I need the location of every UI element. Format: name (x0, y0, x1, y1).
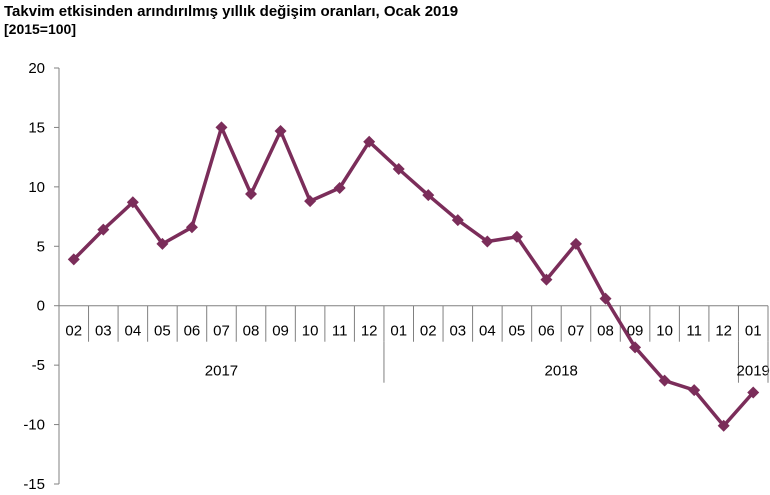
x-group-label: 2019 (737, 363, 770, 380)
data-point (747, 386, 760, 399)
x-tick-label: 07 (568, 323, 585, 340)
x-tick-label: 04 (479, 323, 496, 340)
data-point (481, 235, 494, 248)
x-tick-label: 01 (745, 323, 762, 340)
data-series (67, 121, 760, 432)
x-tick-label: 02 (420, 323, 437, 340)
data-point (126, 196, 139, 209)
data-point (717, 419, 730, 432)
x-tick-label: 04 (125, 323, 142, 340)
y-tick-label: -5 (32, 357, 45, 374)
x-tick-label: 06 (538, 323, 555, 340)
x-axis-ticks: 02 03 04 05 06 07 08 09 10 11 12 01 02 03 04 05 06 07 08 09… (58, 305, 769, 342)
x-tick-label: 03 (95, 323, 112, 340)
y-tick-label: 10 (28, 179, 45, 196)
x-tick-label: 05 (154, 323, 171, 340)
data-point (274, 124, 287, 137)
data-point (245, 187, 258, 200)
data-point (658, 374, 671, 387)
data-point (363, 135, 376, 148)
x-tick-label: 05 (509, 323, 526, 340)
data-point (304, 195, 317, 208)
x-tick-label: 10 (302, 323, 319, 340)
x-tick-label: 12 (715, 323, 732, 340)
x-tick-label: 12 (361, 323, 378, 340)
chart-axes (58, 68, 768, 484)
data-point (688, 384, 701, 397)
data-point (540, 273, 553, 286)
y-axis-ticks: 20 15 10 5 0 -5 -10 -15 (23, 60, 59, 493)
data-point (451, 214, 464, 227)
x-group-label: 2017 (205, 363, 238, 380)
series-line (72, 125, 755, 428)
data-point (67, 253, 80, 266)
x-axis-groups: 2017 2018 2019 (205, 341, 770, 383)
x-tick-label: 09 (627, 323, 644, 340)
x-group-label: 2018 (545, 363, 578, 380)
x-tick-label: 11 (686, 323, 702, 340)
x-tick-label: 07 (213, 323, 230, 340)
x-tick-label: 08 (243, 323, 260, 340)
x-tick-label: 02 (65, 323, 82, 340)
data-point (156, 237, 169, 250)
y-tick-label: 15 (28, 119, 45, 136)
data-point (569, 237, 582, 250)
x-tick-label: 06 (184, 323, 201, 340)
data-point (422, 189, 435, 202)
x-tick-label: 10 (656, 323, 673, 340)
x-tick-label: 03 (449, 323, 466, 340)
data-point (215, 121, 228, 134)
chart-subtitle: [2015=100] (4, 21, 77, 37)
data-point (333, 182, 346, 195)
x-tick-label: 01 (390, 323, 407, 340)
x-tick-label: 08 (597, 323, 614, 340)
data-point (510, 230, 523, 243)
data-point (392, 163, 405, 176)
data-point (599, 292, 612, 305)
x-tick-label: 11 (332, 323, 348, 340)
data-point (629, 341, 642, 354)
x-tick-label: 09 (272, 323, 289, 340)
y-tick-label: -15 (23, 476, 45, 493)
y-tick-label: 0 (37, 298, 45, 315)
y-tick-label: -10 (23, 417, 45, 434)
chart-title: Takvim etkisinden arındırılmış yıllık de… (4, 3, 459, 20)
y-tick-label: 5 (37, 238, 45, 255)
data-point (97, 223, 110, 236)
y-tick-label: 20 (28, 60, 45, 77)
data-point (185, 221, 198, 234)
